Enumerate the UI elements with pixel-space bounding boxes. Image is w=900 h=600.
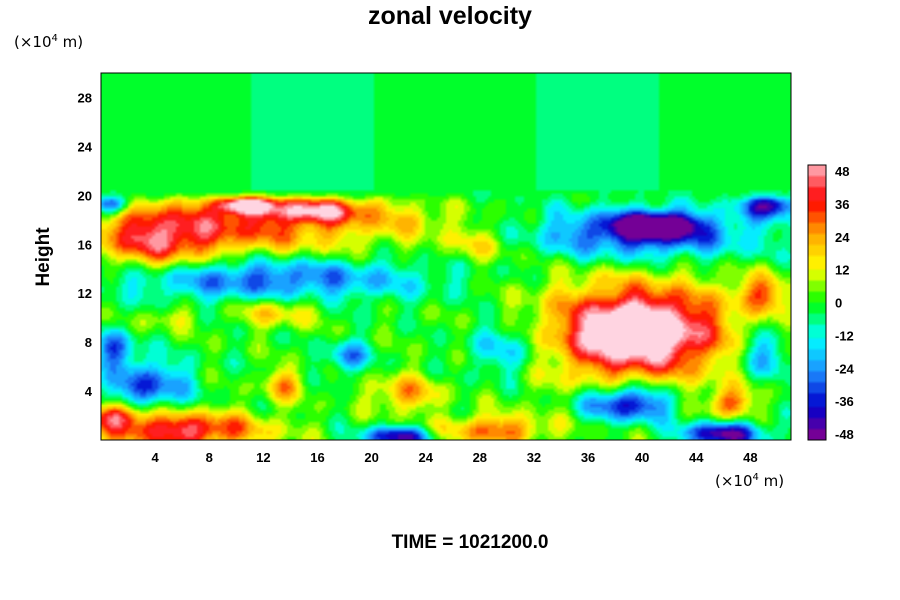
y-tick-label: 4 xyxy=(85,384,93,399)
x-tick-label: 16 xyxy=(310,450,324,465)
y-tick-label: 20 xyxy=(78,188,92,203)
colorbar-tick-label: 36 xyxy=(835,197,849,212)
x-unit-suffix: m) xyxy=(758,472,785,490)
colorbar-tick-labels: 48 36 24 12 0 -12 -24 -36 -48 xyxy=(835,164,855,442)
x-axis-unit: (×104 m) xyxy=(715,472,784,490)
y-unit-suffix: m) xyxy=(57,33,84,51)
colorbar-tick-label: 24 xyxy=(835,230,850,245)
x-tick-label: 4 xyxy=(152,450,160,465)
colorbar-tick-label: 12 xyxy=(835,263,849,278)
y-tick-label: 12 xyxy=(78,286,92,301)
x-unit-prefix: (×10 xyxy=(715,472,753,490)
y-tick-label: 8 xyxy=(85,335,92,350)
x-tick-labels: 4 8 12 16 20 24 28 32 36 40 44 48 xyxy=(152,450,758,465)
x-tick-label: 48 xyxy=(743,450,757,465)
colorbar-tick-label: 48 xyxy=(835,164,849,179)
y-axis-unit: (×104 m) xyxy=(14,33,83,51)
colorbar-tick-label: -48 xyxy=(835,427,854,442)
x-unit-exponent: 4 xyxy=(752,472,759,483)
time-label: TIME = 1021200.0 xyxy=(391,532,549,553)
x-tick-label: 8 xyxy=(206,450,213,465)
chart-title: zonal velocity xyxy=(368,2,532,30)
x-tick-label: 36 xyxy=(581,450,595,465)
x-tick-label: 28 xyxy=(473,450,487,465)
heatmap-field xyxy=(101,73,791,440)
y-tick-label: 24 xyxy=(78,139,93,154)
y-tick-label: 28 xyxy=(78,90,92,105)
colorbar-frame xyxy=(807,164,827,441)
y-unit-prefix: (×10 xyxy=(14,33,52,51)
x-tick-label: 44 xyxy=(689,450,704,465)
plot-frame xyxy=(100,72,792,441)
colorbar-tick-label: -24 xyxy=(835,361,855,376)
y-tick-labels: 4 8 12 16 20 24 28 xyxy=(78,90,93,399)
colorbar-tick-label: 0 xyxy=(835,296,842,311)
colorbar-tick-label: -12 xyxy=(835,328,854,343)
x-tick-label: 20 xyxy=(364,450,378,465)
colorbar-tick-label: -36 xyxy=(835,394,854,409)
x-tick-label: 24 xyxy=(418,450,433,465)
y-tick-label: 16 xyxy=(78,237,92,252)
colorbar xyxy=(808,165,826,440)
x-tick-label: 32 xyxy=(527,450,541,465)
x-tick-label: 40 xyxy=(635,450,649,465)
y-unit-exponent: 4 xyxy=(51,33,58,44)
x-tick-label: 12 xyxy=(256,450,270,465)
